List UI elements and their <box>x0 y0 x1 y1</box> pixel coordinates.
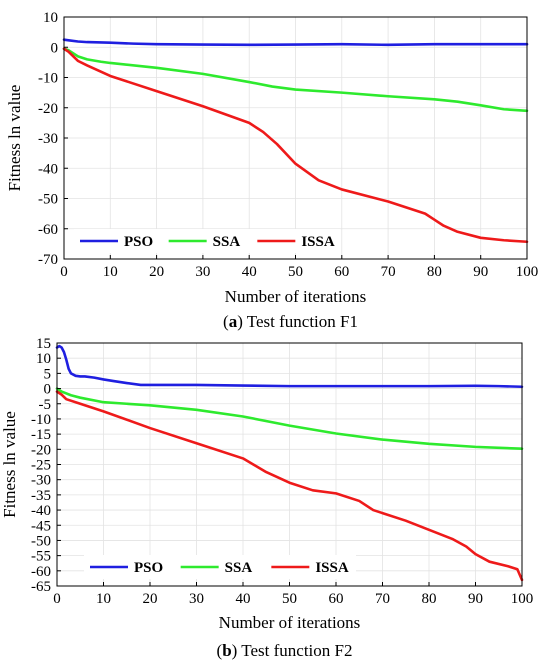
x-tick-label: 10 <box>96 591 111 607</box>
x-tick-label: 40 <box>242 264 257 280</box>
y-axis-label: Fitness ln value <box>0 411 19 518</box>
figure-caption: (a) Test function F1 <box>223 312 358 331</box>
y-tick-label: -65 <box>31 579 51 595</box>
y-tick-label: 0 <box>44 382 52 398</box>
y-tick-label: -25 <box>31 458 51 474</box>
legend-label-issa: ISSA <box>315 560 349 576</box>
x-tick-label: 50 <box>288 264 303 280</box>
y-tick-label: -70 <box>38 252 58 268</box>
legend-label-ssa: SSA <box>225 560 253 576</box>
y-tick-label: -20 <box>38 101 58 117</box>
x-tick-label: 20 <box>149 264 164 280</box>
y-tick-label: 0 <box>51 40 59 56</box>
y-tick-label: -10 <box>31 412 51 428</box>
legend: PSO SSA ISSA <box>74 229 340 253</box>
legend: PSO SSA ISSA <box>84 555 356 579</box>
y-axis-label: Fitness ln value <box>5 85 24 192</box>
y-tick-label: -30 <box>38 131 58 147</box>
x-tick-label: 100 <box>516 264 539 280</box>
y-tick-label: -5 <box>39 397 52 413</box>
y-tick-label: 15 <box>36 336 51 352</box>
y-tick-label: -50 <box>31 533 51 549</box>
y-tick-label: -40 <box>38 161 58 177</box>
legend-box <box>84 555 356 579</box>
x-axis-label: Number of iterations <box>225 287 367 306</box>
x-axis-label: Number of iterations <box>219 613 361 632</box>
x-tick-label: 0 <box>53 591 61 607</box>
y-tick-label: -45 <box>31 518 51 534</box>
legend-label-pso: PSO <box>124 234 153 250</box>
x-tick-label: 0 <box>60 264 68 280</box>
x-tick-label: 70 <box>375 591 390 607</box>
x-tick-label: 60 <box>334 264 349 280</box>
x-tick-label: 70 <box>381 264 396 280</box>
y-tick-label: -50 <box>38 192 58 208</box>
chart-panel-a: 0 10 20 30 40 50 60 70 80 90 100100-10-20-30-40-50… <box>5 10 538 331</box>
series-line-issa <box>55 390 524 582</box>
y-tick-label: -20 <box>31 442 51 458</box>
x-tick-label: 30 <box>189 591 204 607</box>
y-tick-label: 10 <box>36 351 51 367</box>
y-tick-label: -10 <box>38 71 58 87</box>
y-tick-label: -60 <box>38 222 58 238</box>
x-tick-label: 80 <box>427 264 442 280</box>
chart-panel-b: 0 10 20 30 40 50 60 70 80 90 100151050-5-10-15-20-… <box>0 336 533 660</box>
y-tick-label: -40 <box>31 503 51 519</box>
y-tick-label: -60 <box>31 564 51 580</box>
legend-label-issa: ISSA <box>301 234 335 250</box>
series-line-pso <box>55 344 524 389</box>
figure-caption: (b) Test function F2 <box>217 641 353 660</box>
y-tick-label: 10 <box>43 10 58 26</box>
series-line-ssa <box>62 47 529 113</box>
y-tick-label: -30 <box>31 473 51 489</box>
x-tick-label: 20 <box>143 591 158 607</box>
x-tick-label: 30 <box>195 264 210 280</box>
x-tick-label: 40 <box>236 591 251 607</box>
x-tick-label: 10 <box>103 264 118 280</box>
x-tick-label: 50 <box>282 591 297 607</box>
series-line-pso <box>62 38 529 47</box>
legend-box <box>74 229 340 253</box>
y-tick-label: -55 <box>31 549 51 565</box>
x-tick-label: 90 <box>468 591 483 607</box>
legend-label-ssa: SSA <box>213 234 241 250</box>
x-tick-label: 90 <box>473 264 488 280</box>
x-tick-label: 60 <box>329 591 344 607</box>
series-line-ssa <box>55 387 524 451</box>
y-tick-label: 5 <box>44 366 52 382</box>
y-tick-label: -35 <box>31 488 51 504</box>
x-tick-label: 100 <box>511 591 534 607</box>
series-line-issa <box>62 47 529 244</box>
legend-label-pso: PSO <box>134 560 163 576</box>
y-tick-label: -15 <box>31 427 51 443</box>
x-tick-label: 80 <box>422 591 437 607</box>
